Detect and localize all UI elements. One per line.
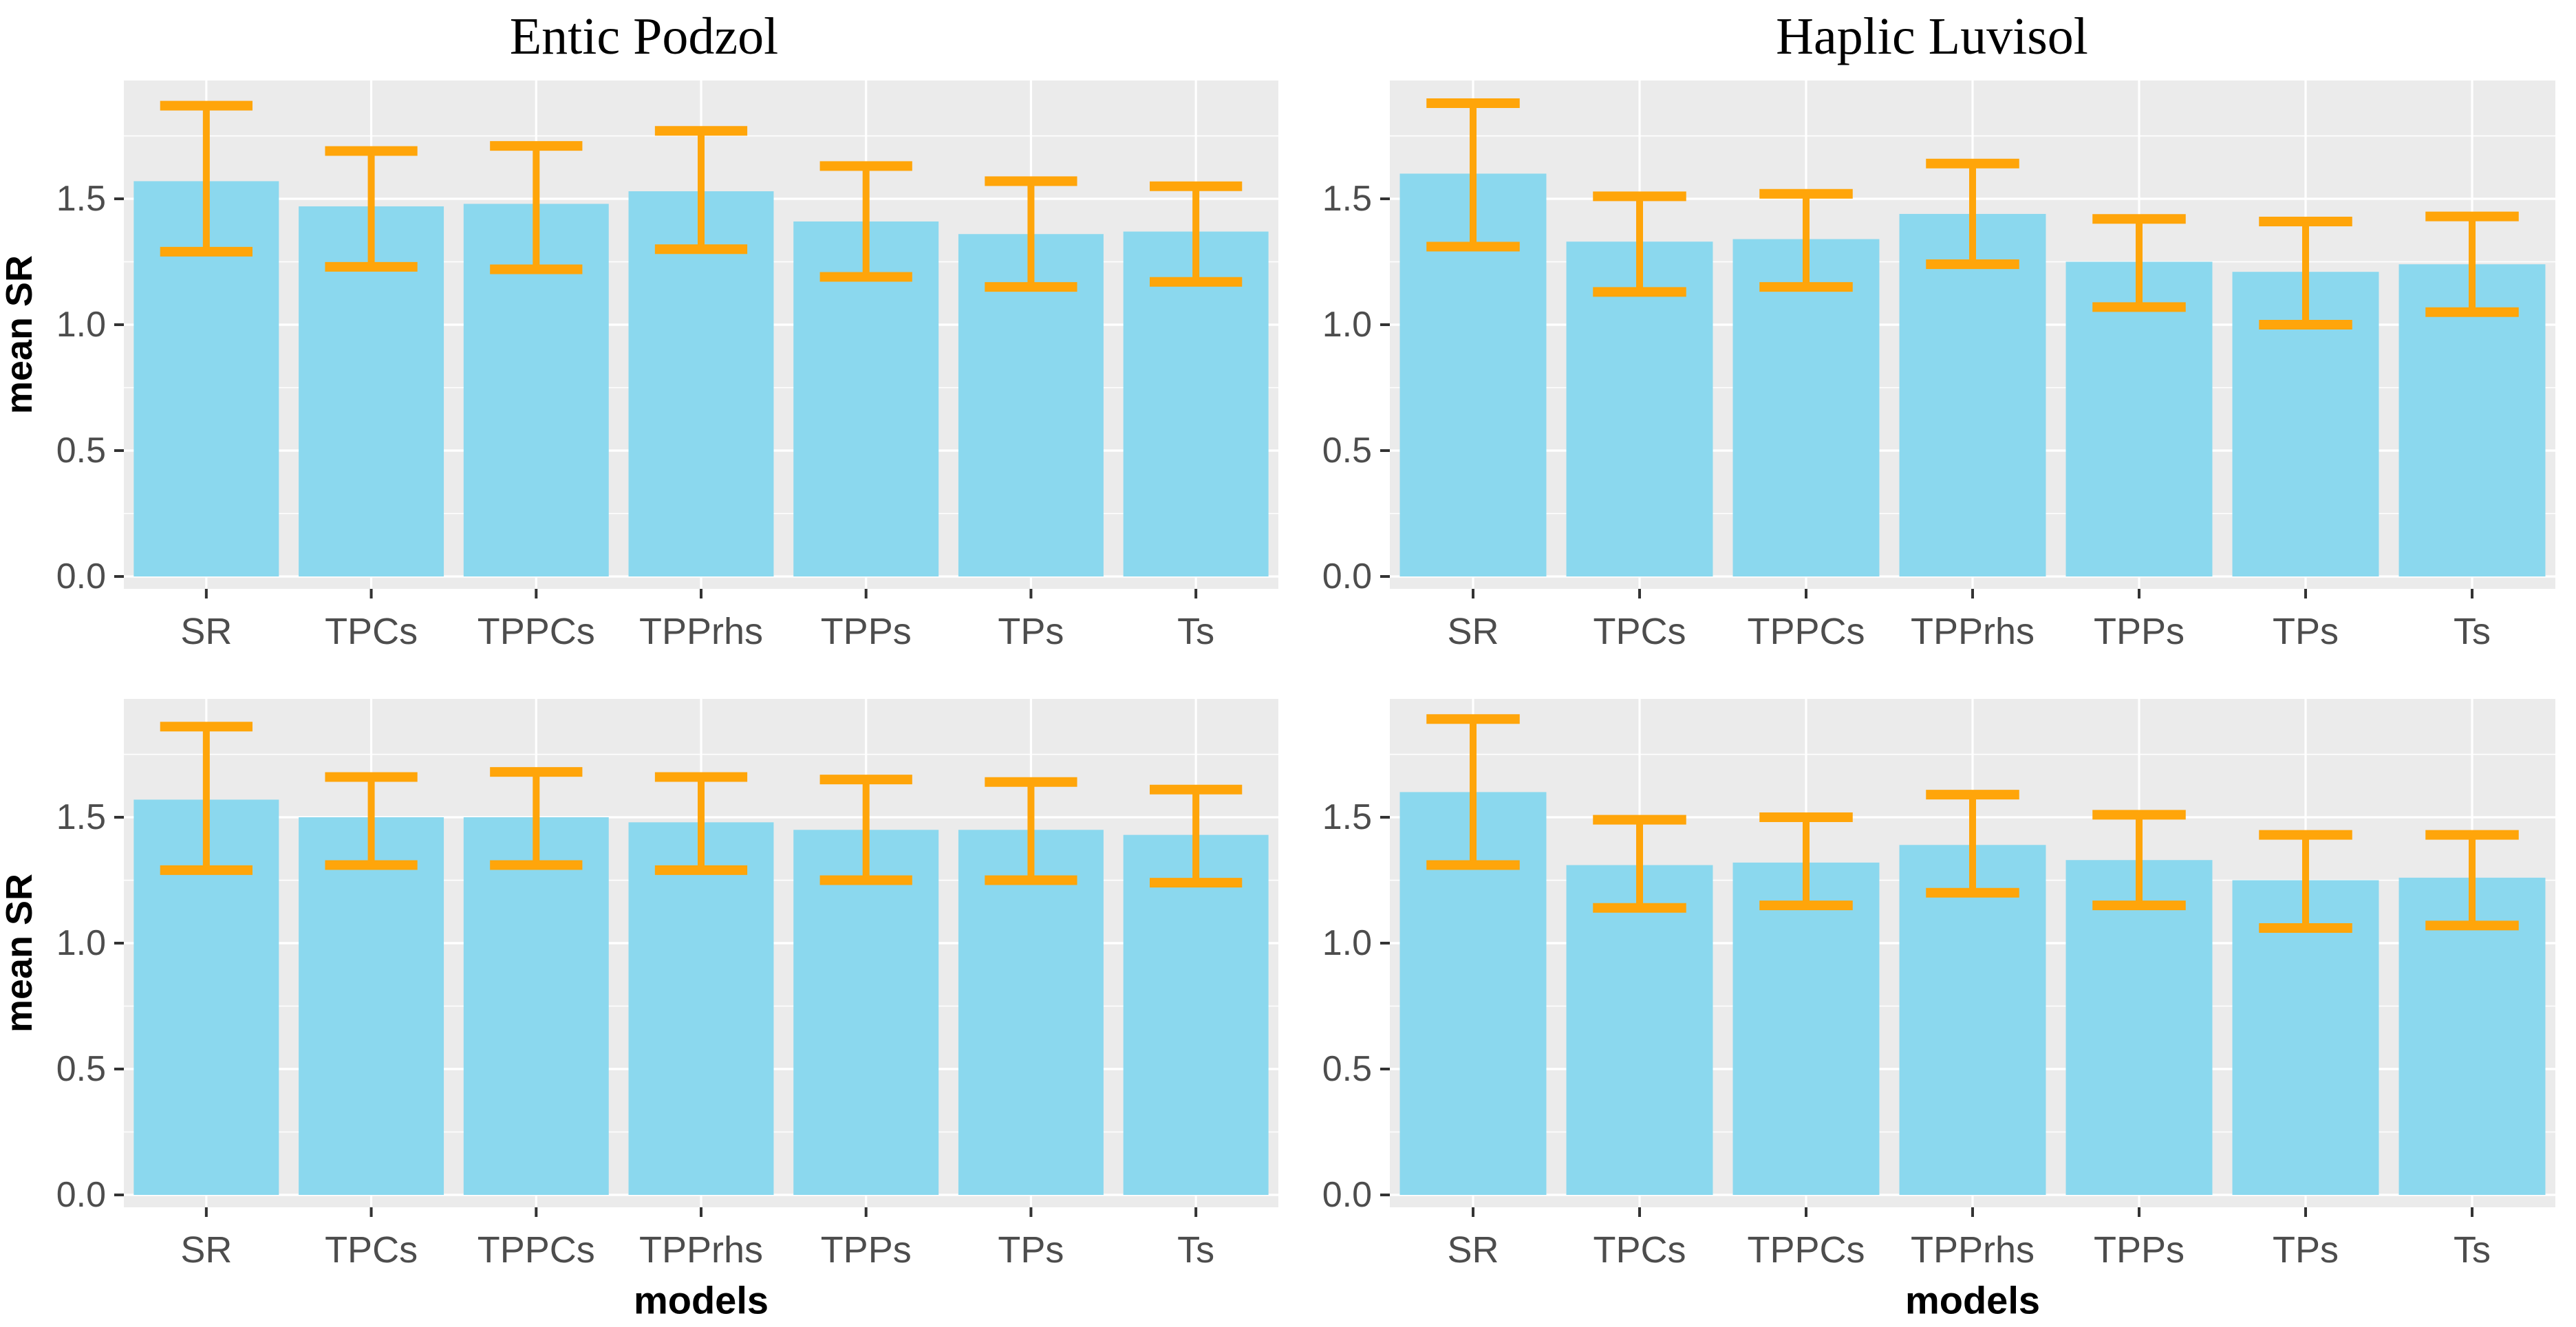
x-tick-label: Ts: [1177, 611, 1214, 652]
error-bar-TPPs: [2092, 810, 2186, 911]
y-tick-label: 1.5: [56, 179, 106, 219]
error-bar-TPPs: [2092, 214, 2186, 312]
y-tick-label: 0.5: [56, 1049, 106, 1089]
error-bar-TPCs: [325, 146, 418, 272]
error-bar-TPCs: [1593, 191, 1686, 297]
x-tick-label: TPPCs: [1747, 1229, 1865, 1271]
bar-TPCs: [1566, 241, 1713, 576]
error-bar-TPs: [2259, 216, 2352, 330]
x-tick-label: TPPs: [821, 1229, 912, 1271]
error-bar-TPCs: [325, 772, 418, 870]
y-tick-label: 1.5: [1322, 797, 1372, 837]
error-bar-SR: [1426, 98, 1520, 252]
error-bar-TPPCs: [1759, 188, 1853, 292]
y-tick-label: 0.5: [56, 431, 106, 471]
x-tick-label: SR: [1447, 1229, 1499, 1271]
error-bar-TPs: [985, 176, 1077, 292]
x-tick-label: Ts: [2454, 611, 2491, 652]
x-tick-label: TPs: [998, 611, 1064, 652]
bar-Ts: [1123, 231, 1269, 576]
bar-TPCs: [299, 817, 444, 1195]
x-tick-label: Ts: [2454, 1229, 2491, 1271]
y-axis-title: mean SR: [0, 874, 40, 1033]
error-bar-TPPrhs: [654, 772, 748, 875]
error-bar-Ts: [1150, 181, 1243, 287]
bar-TPPs: [2065, 860, 2213, 1195]
y-tick-label: 1.0: [56, 923, 106, 963]
y-tick-label: 0.0: [56, 1175, 106, 1215]
error-bar-TPPs: [819, 775, 912, 885]
x-axis-title: models: [634, 1279, 769, 1322]
x-tick-label: TPPs: [2094, 611, 2185, 652]
x-tick-label: Ts: [1177, 1229, 1214, 1271]
x-tick-label: TPs: [998, 1229, 1064, 1271]
error-bar-SR: [1426, 714, 1520, 870]
error-bar-TPPrhs: [654, 126, 748, 255]
y-tick-label: 1.5: [1322, 179, 1372, 219]
error-bar-Ts: [1150, 784, 1243, 888]
bar-TPs: [958, 830, 1104, 1195]
bar-TPCs: [1566, 865, 1713, 1195]
x-tick-label: TPCs: [325, 611, 418, 652]
x-tick-label: TPPrhs: [1911, 611, 2035, 652]
bar-Ts: [2398, 877, 2546, 1195]
bar-TPPrhs: [1899, 213, 2046, 576]
bar-TPPCs: [1732, 239, 1880, 576]
panel-title: Haplic Luvisol: [1776, 8, 2088, 65]
bar-TPPCs: [1732, 862, 1880, 1195]
bar-TPPs: [2065, 261, 2213, 576]
y-axis-title: mean SR: [0, 255, 40, 414]
bar-Ts: [1123, 834, 1269, 1195]
error-bar-TPPCs: [490, 141, 583, 274]
bar-TPPrhs: [628, 191, 774, 576]
x-tick-label: TPs: [2273, 611, 2339, 652]
error-bar-TPPrhs: [1926, 790, 2019, 898]
x-tick-label: SR: [180, 611, 232, 652]
error-bar-TPPs: [819, 161, 912, 282]
x-tick-label: TPPCs: [477, 1229, 595, 1271]
y-tick-label: 1.5: [56, 797, 106, 837]
panel-title: Entic Podzol: [510, 8, 779, 65]
bar-TPPs: [793, 830, 939, 1195]
x-tick-label: SR: [1447, 611, 1499, 652]
y-tick-label: 1.0: [1322, 305, 1372, 345]
x-tick-label: TPCs: [325, 1229, 418, 1271]
x-tick-label: TPCs: [1593, 1229, 1686, 1271]
x-tick-label: TPPrhs: [639, 1229, 763, 1271]
x-tick-label: SR: [180, 1229, 232, 1271]
y-tick-label: 1.0: [56, 305, 106, 345]
y-tick-label: 0.0: [56, 557, 106, 596]
error-bar-SR: [160, 100, 253, 257]
y-tick-label: 0.0: [1322, 557, 1372, 596]
x-tick-label: TPCs: [1593, 611, 1686, 652]
x-tick-label: TPs: [2273, 1229, 2339, 1271]
error-bar-TPs: [985, 777, 1077, 885]
y-tick-label: 1.0: [1322, 923, 1372, 963]
bar-TPPCs: [463, 817, 609, 1195]
x-tick-label: TPPrhs: [1911, 1229, 2035, 1271]
y-tick-label: 0.5: [1322, 1049, 1372, 1089]
error-bar-TPs: [2259, 830, 2352, 934]
error-bar-TPCs: [1593, 814, 1686, 913]
error-bar-Ts: [2425, 830, 2519, 931]
error-bar-TPPCs: [1759, 812, 1853, 911]
bar-TPPrhs: [1899, 845, 2046, 1195]
y-tick-label: 0.5: [1322, 431, 1372, 471]
x-axis-title: models: [1905, 1279, 2040, 1322]
bar-TPPrhs: [628, 822, 774, 1195]
x-tick-label: TPPCs: [477, 611, 595, 652]
error-bar-TPPCs: [490, 767, 583, 870]
x-tick-label: TPPCs: [1747, 611, 1865, 652]
x-tick-label: TPPrhs: [639, 611, 763, 652]
y-tick-label: 0.0: [1322, 1175, 1372, 1215]
x-tick-label: TPPs: [821, 611, 912, 652]
error-bar-SR: [160, 722, 253, 875]
error-bar-Ts: [2425, 211, 2519, 317]
x-tick-label: TPPs: [2094, 1229, 2185, 1271]
error-bar-TPPrhs: [1926, 158, 2019, 270]
